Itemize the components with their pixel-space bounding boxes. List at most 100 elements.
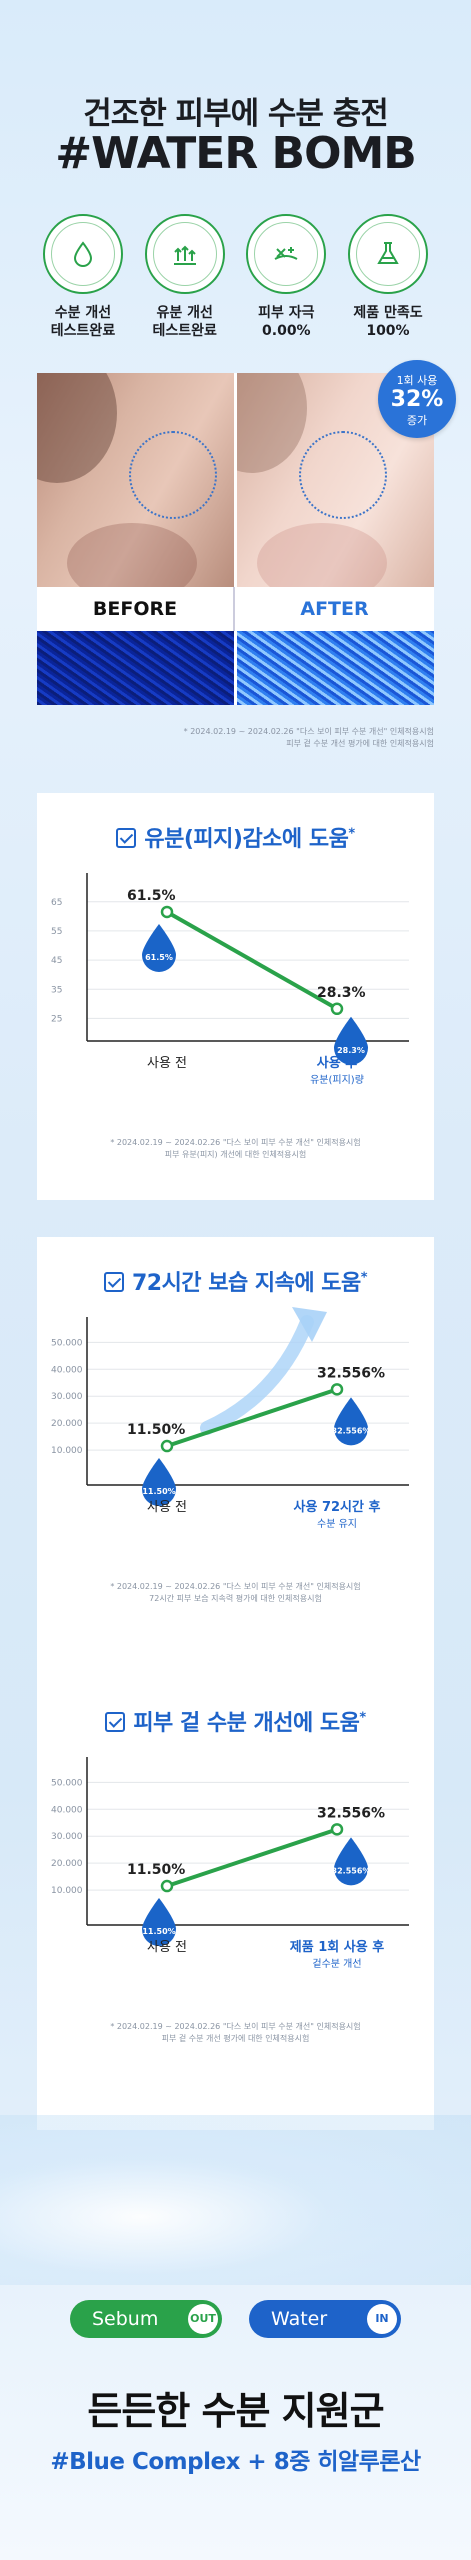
water-drop-icon	[142, 923, 176, 972]
drop-label: 32.556%	[332, 1866, 371, 1875]
footnote-line2: 피부 유분(피지) 개선에 대한 인체적용시험	[164, 1150, 307, 1159]
drop-label: 11.50%	[142, 1927, 175, 1936]
water-drop-icon	[334, 1016, 368, 1065]
header-subtitle: 건조한 피부에 수분 충전	[83, 96, 389, 132]
y-tick-label: 35	[51, 985, 62, 995]
chart-title-mark: *	[348, 826, 355, 842]
y-tick-label: 20.000	[51, 1859, 83, 1869]
x-category-label: 사용 후	[317, 1055, 357, 1071]
y-tick-label: 25	[51, 1014, 62, 1024]
water-splash-image	[0, 2115, 471, 2285]
series-line	[166, 1827, 338, 1888]
trend-arrow	[200, 1315, 314, 1436]
footnote-line2: 피부 겉 수분 개선 평가에 대한 인체적용시험	[161, 2034, 310, 2043]
footnote-line1: * 2024.02.19 ~ 2024.02.26 "다스 보이 피부 수분 개…	[110, 1138, 361, 1147]
trend-arrow-head	[292, 1307, 327, 1342]
water-drop-icon	[334, 1397, 368, 1446]
water-drop-icon	[43, 214, 123, 294]
series-line	[166, 910, 338, 1011]
increase-badge-line1: 1회 사용	[396, 374, 438, 387]
chart-surface-moisture: 50.000 40.000 30.000 20.000 10.000 11.50% 11.5…	[51, 1757, 409, 1970]
drop-label: 11.50%	[142, 1487, 175, 1496]
increase-badge-value: 32%	[390, 387, 444, 412]
chart-title: 피부 겉 수분 개선에 도움*	[37, 1705, 434, 1737]
y-tick-label: 55	[51, 927, 62, 937]
y-tick-label: 45	[51, 956, 62, 966]
series-line	[166, 1387, 338, 1448]
checkbox-icon	[103, 1272, 124, 1292]
y-tick-label: 50.000	[51, 1778, 83, 1788]
badge-label-line2: 0.00%	[262, 323, 311, 339]
chart-title: 72시간 보습 지속에 도움*	[37, 1265, 434, 1297]
x-category-label: 사용 전	[147, 1500, 187, 1515]
data-label: 11.50%	[127, 1422, 185, 1438]
data-point	[330, 1383, 344, 1396]
data-point	[160, 1879, 174, 1893]
chart-title-text: 피부 겉 수분 개선에 도움	[133, 1711, 360, 1736]
data-label: 61.5%	[127, 888, 176, 904]
water-drop-icon	[334, 1837, 368, 1886]
y-tick-label: 50.000	[51, 1338, 83, 1348]
before-photo	[37, 373, 234, 587]
pill-label: Water	[271, 2308, 328, 2330]
badge-oil: 유분 개선 테스트완료	[142, 214, 228, 340]
chart-hydration-72h: 50.000 40.000 30.000 20.000 10.000 11.50% 11.5…	[51, 1307, 409, 1530]
badge-label-line2: 100%	[366, 323, 410, 339]
data-label: 11.50%	[127, 1862, 185, 1878]
footnote-line2: 피부 겉 수분 개선 평가에 대한 인체적용시험	[286, 739, 434, 748]
oil-control-icon	[144, 214, 225, 294]
data-point	[330, 1823, 344, 1836]
drop-label: 61.5%	[145, 953, 173, 962]
data-label: 28.3%	[317, 985, 366, 1001]
data-point	[160, 1439, 174, 1453]
data-label: 32.556%	[317, 1805, 385, 1821]
chart-title: 유분(피지)감소에 도움*	[37, 821, 434, 853]
after-skin-scan	[237, 631, 434, 705]
data-point	[330, 1002, 344, 1016]
before-label: BEFORE	[37, 587, 235, 631]
data-point	[160, 905, 174, 919]
checkbox-icon	[105, 1712, 126, 1732]
footnote-line1: * 2024.02.19 ~ 2024.02.26 "다스 보이 피부 수분 개…	[183, 727, 434, 736]
flask-icon	[347, 214, 428, 294]
bottom-subtitle: #Blue Complex + 8중 히알루론산	[50, 2449, 421, 2475]
pill-tag: OUT	[188, 2304, 218, 2334]
y-tick-label: 30.000	[51, 1392, 83, 1402]
x-category-sublabel: 수분 유지	[317, 1518, 357, 1530]
y-tick-label: 40.000	[51, 1805, 83, 1815]
x-category-sublabel: 겉수분 개선	[312, 1958, 361, 1970]
skin-irritation-icon	[246, 214, 327, 294]
before-skin-scan	[37, 631, 234, 705]
chart-panel-surface-moisture: 피부 겉 수분 개선에 도움* 50.000 40.000 30.000 20.000…	[37, 1633, 434, 2130]
x-category-label: 사용 72시간 후	[294, 1499, 381, 1515]
checkbox-icon	[116, 828, 137, 848]
chart-panel-sebum: 유분(피지)감소에 도움* 65 55 45 35 25 61.5% 61.5% 사용 전 28…	[37, 793, 434, 1200]
top-footnote: * 2024.02.19 ~ 2024.02.26 "다스 보이 피부 수분 개…	[37, 726, 434, 750]
x-category-label: 제품 1회 사용 후	[290, 1939, 384, 1955]
y-tick-label: 40.000	[51, 1365, 83, 1375]
y-tick-label: 10.000	[51, 1886, 83, 1896]
badge-label-line1: 피부 자극	[258, 305, 315, 321]
chart-panel-hydration-72h: 72시간 보습 지속에 도움* 50.000 40.000 30.000 20.000…	[37, 1237, 434, 1644]
test-badges: 수분 개선 테스트완료 유분 개선 테스트완료 피부 자극 0.00% 제품 만족도 1…	[40, 214, 431, 340]
footnote-line1: * 2024.02.19 ~ 2024.02.26 "다스 보이 피부 수분 개…	[110, 1582, 361, 1591]
chart-title-text: 72시간 보습 지속에 도움	[131, 1271, 361, 1296]
chart-title-text: 유분(피지)감소에 도움	[144, 827, 349, 852]
badge-label-line1: 제품 만족도	[353, 305, 423, 321]
header-title: #WATER BOMB	[55, 128, 417, 179]
y-tick-label: 20.000	[51, 1419, 83, 1429]
badge-irritation: 피부 자극 0.00%	[243, 214, 329, 340]
chart-footnote: * 2024.02.19 ~ 2024.02.26 "다스 보이 피부 수분 개…	[37, 1581, 434, 1605]
y-tick-label: 10.000	[51, 1446, 83, 1456]
badge-satisfaction: 제품 만족도 100%	[345, 214, 431, 340]
badge-label-line2: 테스트완료	[152, 323, 217, 339]
water-drop-icon	[142, 1898, 176, 1947]
y-tick-label: 30.000	[51, 1832, 83, 1842]
badge-label-line2: 테스트완료	[50, 323, 116, 339]
chart-footnote: * 2024.02.19 ~ 2024.02.26 "다스 보이 피부 수분 개…	[37, 1137, 434, 1161]
drop-label: 28.3%	[337, 1046, 365, 1055]
drop-label: 32.556%	[332, 1426, 371, 1435]
increase-badge: 1회 사용 32% 증가	[378, 360, 456, 438]
bottom-title: 든든한 수분 지원군	[87, 2389, 384, 2433]
